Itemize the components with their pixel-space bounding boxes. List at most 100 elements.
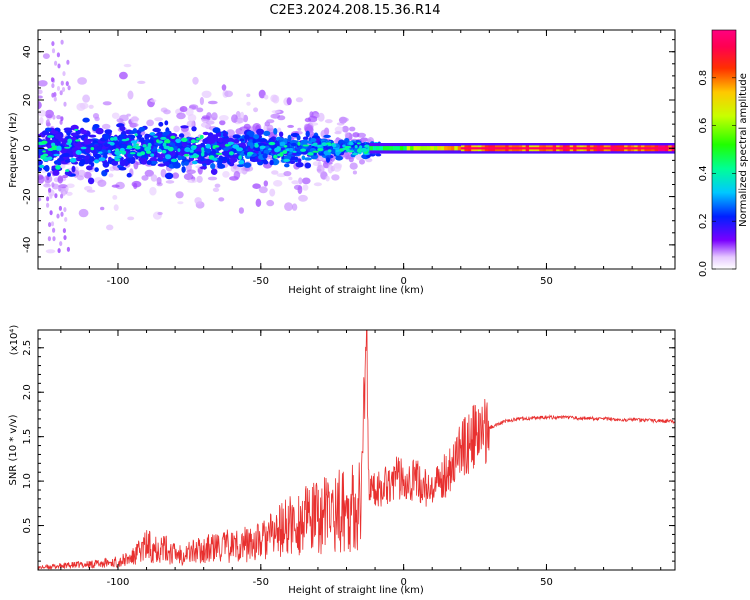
- spectrogram-peak-blob: [41, 140, 48, 145]
- spectrogram-halo-blob: [38, 101, 42, 110]
- spectrogram-band-blob: [104, 143, 110, 148]
- spectrogram-band-blob: [88, 134, 97, 138]
- spectrogram-band-blob: [156, 153, 161, 158]
- spectrogram-band-blob: [287, 134, 292, 142]
- spectrogram-peak-blob: [149, 132, 156, 136]
- y-tick-label: -40: [22, 237, 33, 253]
- spectrogram-band-blob: [222, 132, 228, 138]
- spectrogram-wisp: [65, 81, 69, 87]
- y-tick-label: 2.5: [22, 340, 33, 356]
- spectrogram-band-blob: [87, 177, 95, 185]
- spectrogram-halo-blob: [127, 216, 135, 221]
- spectrogram-tone-segment: [423, 146, 428, 151]
- spectrogram-peak-blob: [342, 144, 346, 148]
- spectrogram-halo-blob: [131, 180, 142, 188]
- spectrogram-wisp: [62, 191, 66, 197]
- spectrogram-peak-blob: [170, 135, 176, 139]
- spectrogram-band-blob: [269, 159, 274, 166]
- spectrogram-peak-blob: [75, 150, 82, 155]
- spectrogram-band-blob: [278, 131, 284, 137]
- spectrogram-halo-blob: [246, 93, 251, 98]
- spectrogram-halo-blob: [144, 169, 154, 177]
- spectrogram-wisp: [47, 236, 52, 242]
- spectrogram-band-blob: [212, 127, 221, 134]
- spectrogram-halo-blob: [176, 112, 186, 120]
- snr-x-label: Height of straight line (km): [288, 585, 424, 596]
- spectrogram-halo-blob: [127, 90, 134, 100]
- spectrogram-band-blob: [301, 139, 309, 145]
- spectrogram-band-blob: [51, 130, 59, 135]
- spectrogram-halo-blob: [149, 186, 157, 196]
- spectrogram-halo-blob: [108, 173, 114, 178]
- spectrogram-halo-blob: [123, 63, 132, 68]
- spectrogram-halo-blob: [341, 125, 349, 133]
- spectrogram-wisp: [49, 210, 53, 216]
- spectrogram-band-blob: [164, 172, 174, 180]
- spectrogram-peak-blob: [282, 150, 288, 154]
- spectrogram-halo-blob: [266, 199, 275, 207]
- spectrogram-band-blob: [256, 142, 266, 147]
- colorbar-tick-label: 0.0: [698, 261, 709, 277]
- x-tick-label: -100: [107, 276, 130, 287]
- spectrogram-tone-segment: [369, 146, 374, 151]
- spectrogram-band-blob: [163, 161, 170, 166]
- spectrogram-peak-blob: [90, 147, 95, 151]
- spectrogram-tone-core: [460, 147, 675, 150]
- spectrogram-band-blob: [146, 160, 152, 166]
- spectrogram-halo-blob: [309, 122, 319, 126]
- snr-y-label: SNR (10 * v/v): [8, 414, 19, 485]
- spectrogram-tone-segment: [457, 146, 462, 151]
- spectrogram-halo-blob: [298, 194, 308, 202]
- spectrogram-halo-blob: [43, 183, 51, 188]
- spectrogram-band-blob: [80, 129, 88, 135]
- spectrogram-halo-blob: [246, 101, 251, 106]
- spectrogram-halo-blob: [160, 168, 167, 178]
- spectrogram-peak-blob: [332, 143, 337, 148]
- spectrogram-band-blob: [144, 133, 150, 140]
- spectrogram-halo-blob: [202, 115, 210, 120]
- spectrogram-halo-blob: [150, 99, 157, 103]
- colorbar-tick-label: 0.8: [698, 70, 709, 86]
- spectrogram-band-blob: [220, 143, 227, 148]
- spectrogram-halo-blob: [111, 112, 120, 119]
- spectrogram-tone-segment: [413, 146, 418, 151]
- spectrogram-peak-blob: [64, 146, 71, 149]
- colorbar-tick-label: 0.6: [698, 118, 709, 134]
- spectrogram-halo-blob: [154, 117, 164, 122]
- spectrogram-peak-blob: [196, 137, 201, 141]
- spectrogram-halo-blob: [146, 119, 155, 127]
- spectrogram-tone-segment: [416, 146, 421, 151]
- spectrogram-halo-blob: [77, 175, 84, 181]
- spectrogram-peak-blob: [126, 137, 130, 141]
- spectrogram-wisp: [58, 205, 63, 211]
- spectrogram-halo-blob: [185, 107, 194, 117]
- spectrogram-halo-blob: [207, 100, 218, 105]
- spectrogram-peak-blob: [273, 154, 278, 159]
- spectrogram-halo-blob: [186, 120, 195, 128]
- spectrogram-wisp: [52, 227, 56, 233]
- spectrogram-wisp: [61, 87, 66, 92]
- spectrogram-wisp: [51, 41, 55, 47]
- spectrogram-halo-blob: [325, 175, 330, 182]
- spectrogram-peak-blob: [113, 136, 118, 141]
- spectrogram-halo-blob: [157, 211, 163, 216]
- y-tick-label: 0: [22, 145, 33, 151]
- spectrogram-halo-blob: [334, 126, 344, 133]
- spectrogram-peak-blob: [342, 147, 346, 151]
- spectrogram-tone-segment: [420, 146, 425, 151]
- spectrogram-peak-blob: [121, 150, 127, 155]
- spectrogram-peak-blob: [69, 157, 77, 163]
- spectrogram-halo-blob: [38, 89, 43, 95]
- y-tick-label: 40: [22, 45, 33, 58]
- spectrogram-band-blob: [296, 135, 301, 141]
- spectrogram-halo-blob: [273, 180, 283, 187]
- spectrogram-peak-blob: [292, 150, 297, 153]
- spectrogram-halo-blob: [277, 115, 286, 121]
- spectrogram-halo-blob: [116, 118, 124, 123]
- spectrogram-panel: -100 -50 0 50 -40 -20 0 20 40 Height of straight…: [8, 29, 676, 296]
- spectrogram-band-blob: [62, 153, 70, 157]
- spectrogram-halo-blob: [291, 203, 298, 211]
- spectrogram-band-blob: [90, 162, 95, 167]
- spectrogram-wisp: [46, 196, 50, 202]
- spectrogram-wisp: [50, 221, 55, 227]
